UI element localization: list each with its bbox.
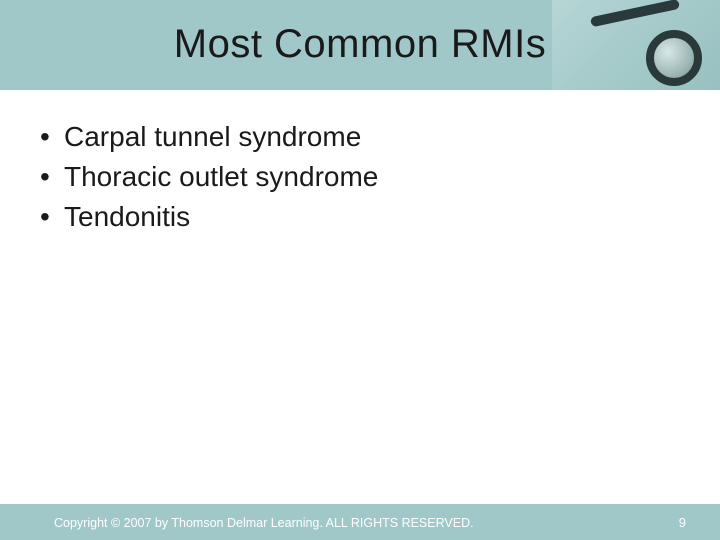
page-number: 9	[679, 515, 686, 530]
copyright-text: Copyright © 2007 by Thomson Delmar Learn…	[54, 516, 474, 530]
bullet-item: Thoracic outlet syndrome	[36, 158, 676, 196]
bullet-list: Carpal tunnel syndrome Thoracic outlet s…	[36, 118, 676, 235]
bullet-item: Tendonitis	[36, 198, 676, 236]
footer-band: Copyright © 2007 by Thomson Delmar Learn…	[0, 504, 720, 540]
slide: Most Common RMIs Carpal tunnel syndrome …	[0, 0, 720, 540]
slide-body: Carpal tunnel syndrome Thoracic outlet s…	[36, 118, 676, 237]
bullet-item: Carpal tunnel syndrome	[36, 118, 676, 156]
slide-title: Most Common RMIs	[0, 22, 720, 67]
